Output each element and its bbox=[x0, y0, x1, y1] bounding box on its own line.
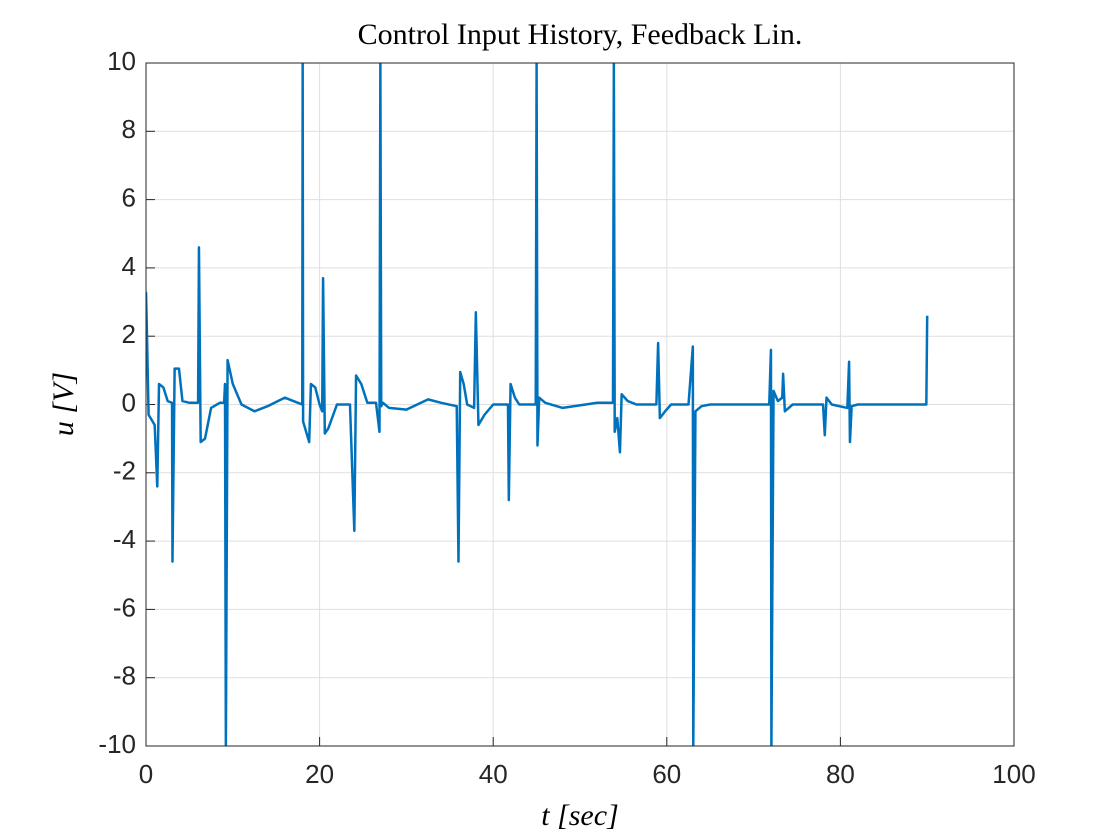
y-tick-label: 6 bbox=[122, 182, 136, 212]
y-tick-label: 4 bbox=[122, 251, 136, 281]
x-tick-label: 0 bbox=[139, 759, 153, 789]
y-tick-label: -10 bbox=[98, 729, 136, 759]
x-tick-label: 80 bbox=[826, 759, 855, 789]
data-line bbox=[146, 63, 929, 746]
chart-title: Control Input History, Feedback Lin. bbox=[358, 18, 803, 51]
y-tick-label: -6 bbox=[113, 592, 136, 622]
y-axis-label: u [V] bbox=[47, 372, 80, 436]
x-tick-label: 40 bbox=[479, 759, 508, 789]
y-tick-label: 0 bbox=[122, 387, 136, 417]
y-tick-label: -4 bbox=[113, 524, 136, 554]
y-tick-label: 10 bbox=[107, 46, 136, 76]
x-tick-label: 20 bbox=[305, 759, 334, 789]
x-tick-label: 60 bbox=[652, 759, 681, 789]
y-tick-label: 8 bbox=[122, 114, 136, 144]
x-axis-label: t [sec] bbox=[541, 799, 619, 832]
x-tick-label: 100 bbox=[992, 759, 1035, 789]
y-tick-label: -2 bbox=[113, 456, 136, 486]
y-tick-label: -8 bbox=[113, 661, 136, 691]
axes-box bbox=[145, 62, 1015, 747]
y-tick-label: 2 bbox=[122, 319, 136, 349]
